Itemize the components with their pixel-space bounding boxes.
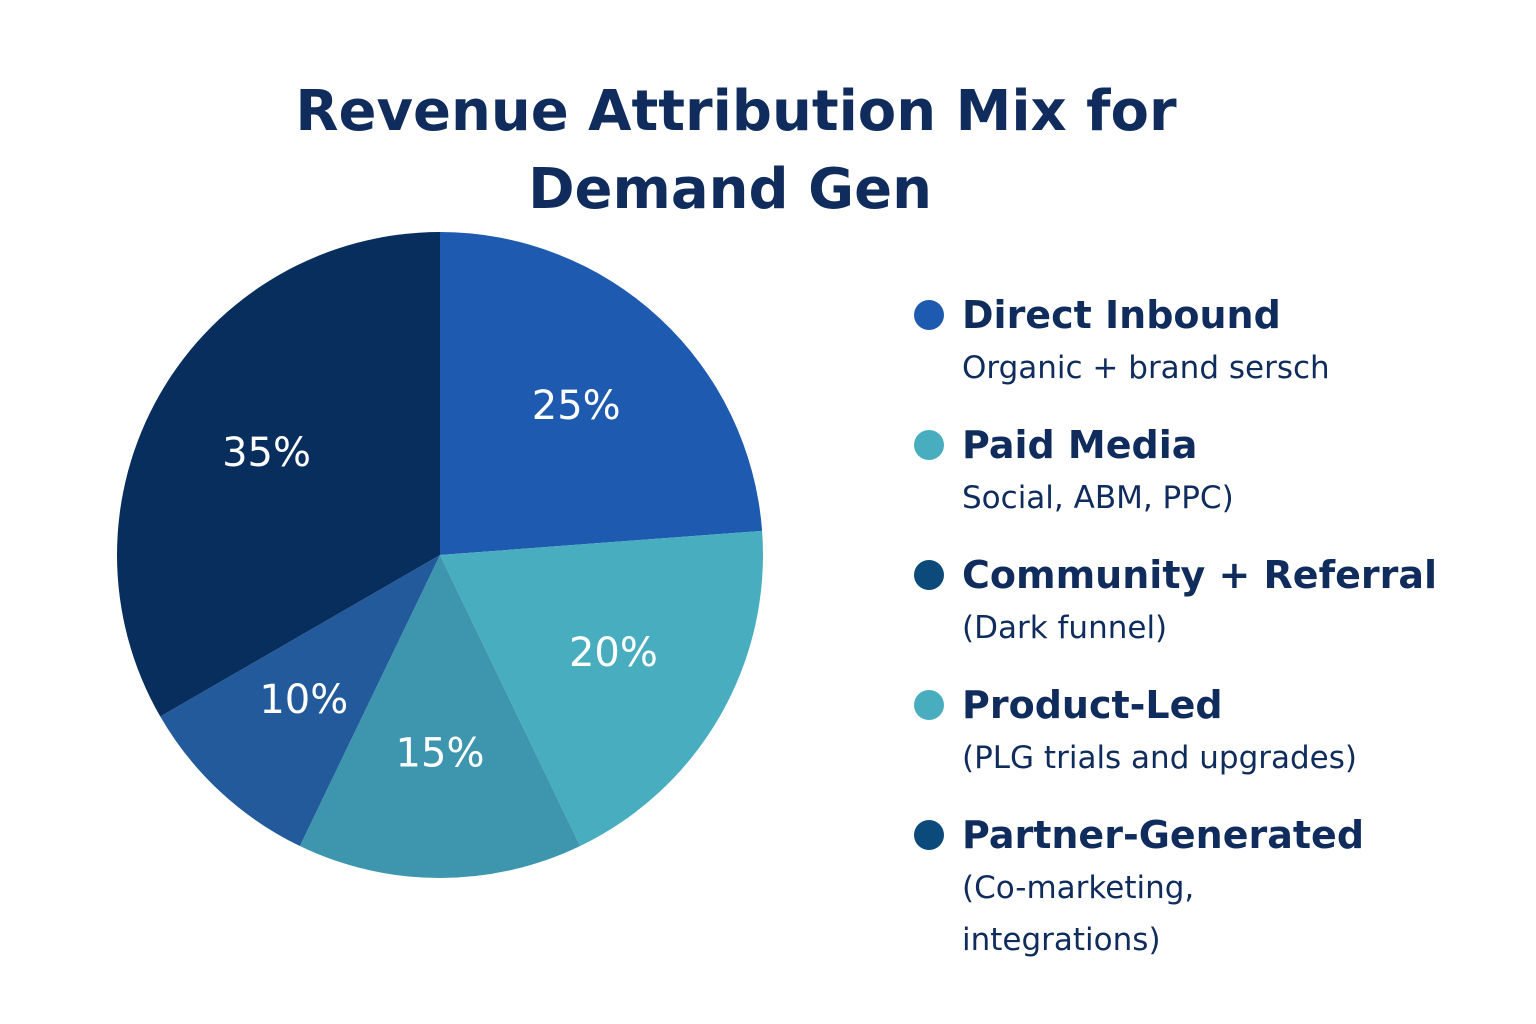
legend-swatch — [914, 820, 944, 850]
legend-item: Partner-Generated (Co-marketing, integrat… — [912, 808, 1412, 966]
legend-name: Direct Inbound — [962, 293, 1281, 337]
legend-item: Product-Led (PLG trials and upgrades) — [912, 678, 1412, 784]
legend-swatch — [914, 560, 944, 590]
slice-label: 25% — [532, 383, 621, 429]
legend-description: (Dark funnel) — [962, 610, 1168, 646]
legend-description: Social, ABM, PPC) — [962, 480, 1234, 516]
legend-description: Organic + brand sersch — [962, 350, 1330, 386]
legend-swatch — [914, 430, 944, 460]
legend-name: Product-Led — [962, 683, 1223, 727]
slice-label: 35% — [222, 430, 311, 476]
pie-slice — [117, 232, 440, 717]
pie-slice — [440, 530, 763, 847]
legend-name: Paid Media — [962, 423, 1198, 467]
legend: Direct Inbound Organic + brand sersch Paid… — [912, 288, 1438, 990]
slice-label: 20% — [569, 630, 658, 676]
slice-label: 10% — [259, 677, 348, 723]
legend-name: Partner-Generated — [962, 813, 1365, 857]
legend-swatch — [914, 300, 944, 330]
chart-title: Demand Gen — [528, 157, 932, 222]
legend-item: Community + Referral (Dark funnel) — [912, 548, 1438, 654]
legend-description: (PLG trials and upgrades) — [962, 740, 1357, 776]
legend-name: Community + Referral — [962, 553, 1438, 597]
legend-swatch — [914, 690, 944, 720]
legend-item: Paid Media Social, ABM, PPC) — [912, 418, 1412, 524]
slice-label: 15% — [396, 730, 485, 776]
pie-slice — [160, 555, 440, 847]
legend-item: Direct Inbound Organic + brand sersch — [912, 288, 1412, 394]
pie-slice — [440, 232, 763, 555]
legend-description: (Co-marketing, integrations) — [962, 870, 1195, 958]
chart-title: Revenue Attribution Mix for — [295, 79, 1177, 144]
pie-slice — [299, 555, 581, 878]
